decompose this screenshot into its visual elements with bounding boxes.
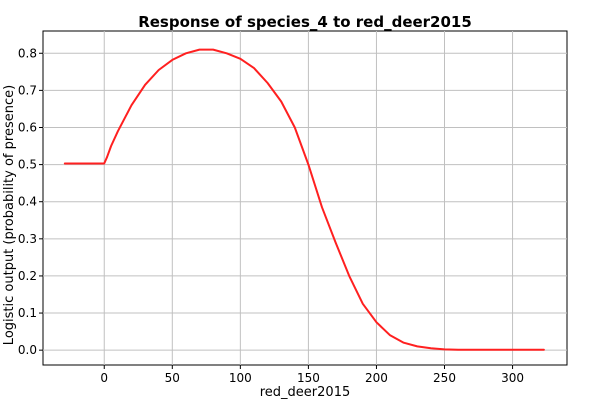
x-tick-label: 250: [433, 371, 456, 385]
x-axis-ticks: 0 50 100 150 200 250 300: [100, 365, 524, 385]
plot-area: 0 50 100 150 200 250 300 0.0 0.1 0.2 0.3 0.4 0.5 0.6…: [18, 30, 568, 385]
y-axis-label: Logistic output (probability of presence…: [2, 85, 17, 345]
x-axis-label: red_deer2015: [260, 385, 351, 400]
y-axis-ticks: 0.0 0.1 0.2 0.3 0.4 0.5 0.6 0.7 0.8: [18, 46, 43, 357]
y-tick-label: 0.4: [18, 195, 37, 209]
x-tick-label: 100: [229, 371, 252, 385]
response-curve: [63, 48, 545, 351]
chart-title: Response of species_4 to red_deer2015: [138, 13, 472, 31]
plot-frame: [42, 30, 568, 366]
y-tick-label: 0.3: [18, 232, 37, 246]
x-tick-label: 50: [165, 371, 180, 385]
y-tick-label: 0.6: [18, 120, 37, 134]
y-tick-label: 0.8: [18, 46, 37, 60]
x-tick-label: 0: [100, 371, 108, 385]
y-tick-label: 0.7: [18, 83, 37, 97]
x-tick-label: 150: [297, 371, 320, 385]
gridlines: [43, 31, 567, 365]
y-tick-label: 0.1: [18, 306, 37, 320]
series-group: [63, 48, 545, 351]
x-tick-label: 300: [501, 371, 524, 385]
x-tick-label: 200: [365, 371, 388, 385]
y-tick-label: 0.0: [18, 343, 37, 357]
y-tick-label: 0.5: [18, 158, 37, 172]
y-tick-label: 0.2: [18, 269, 37, 283]
